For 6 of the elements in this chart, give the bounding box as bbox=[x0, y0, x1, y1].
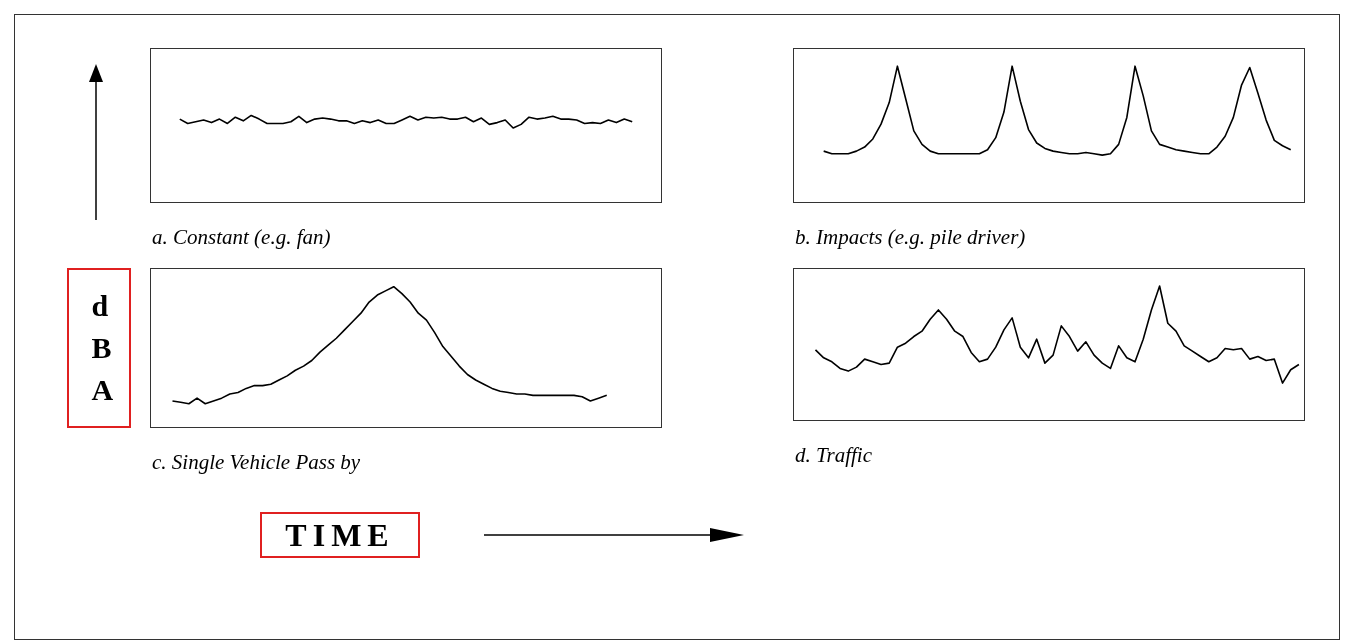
text: d. Traffic bbox=[795, 443, 873, 468]
y-axis-title: dBA bbox=[91, 288, 114, 408]
text: a. Constant (e.g. fan) bbox=[152, 225, 331, 250]
text: c. Single Vehicle Pass by bbox=[152, 450, 361, 475]
text: b. Impacts (e.g. pile driver) bbox=[795, 225, 1026, 250]
x-axis-title: TIME bbox=[260, 512, 420, 558]
